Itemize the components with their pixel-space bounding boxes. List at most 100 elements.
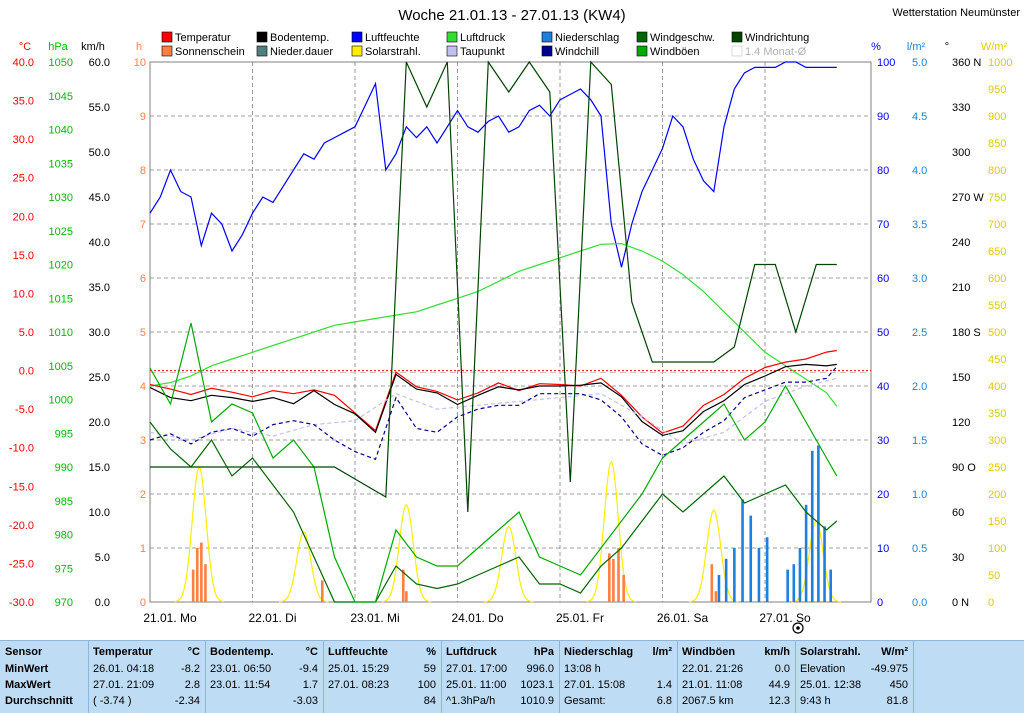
stats-row-value: 59 [423, 663, 436, 675]
stats-row: 2067.5 km 12.3 [682, 695, 790, 711]
series-bodentemp. [149, 363, 837, 437]
axis-tick-wind: 0.0 [95, 597, 110, 609]
axis-tick-wind: 40.0 [89, 237, 110, 249]
stats-column: Solarstrahl. W/m² Elevation -49.975 25.01. 1… [795, 641, 914, 713]
axis-tick-humidity: 100 [877, 57, 895, 69]
stats-row-label: Gesamt: [564, 695, 606, 707]
axis-tick-wind: 35.0 [89, 282, 110, 294]
stats-row: 23.01. 11:54 1.7 [210, 679, 318, 695]
axis-tick-temp: 40.0 [13, 57, 34, 69]
stats-row: MinWert [5, 663, 83, 679]
legend-swatch [541, 45, 553, 57]
axis-tick-pressure: 980 [55, 530, 73, 542]
bar-sonnenschein [608, 553, 611, 602]
axis-tick-hours: 4 [140, 381, 146, 393]
grid [150, 62, 871, 602]
stats-column: Temperatur °C 26.01. 04:18 -8.2 27.01. 21:09… [88, 641, 206, 713]
legend-label: Windgeschw. [650, 32, 715, 44]
stats-row-label: 9:43 h [800, 695, 831, 707]
stats-row-label: 23.01. 11:54 [210, 679, 271, 691]
axis-tick-rain: 0.0 [912, 597, 927, 609]
axis-tick-solar: 900 [988, 111, 1006, 123]
stats-column: Sensor MinWert MaxWert Durchschnitt [0, 641, 89, 713]
bar-niederschlag [724, 558, 728, 602]
cursor-icon[interactable] [792, 622, 804, 634]
stats-row: 22.01. 21:26 0.0 [682, 663, 790, 679]
axis-tick-temp: -10.0 [9, 443, 34, 455]
legend-swatch [161, 45, 173, 57]
stats-column-header: Luftdruck hPa [446, 646, 554, 662]
axis-tick-temp: 20.0 [13, 211, 34, 223]
axis-tick-solar: 250 [988, 462, 1006, 474]
stats-row-label: 27.01. 21:09 [93, 679, 155, 691]
x-axis-label: 26.01. Sa [657, 611, 709, 625]
axis-tick-solar: 400 [988, 381, 1006, 393]
stats-row-label: 22.01. 21:26 [682, 663, 744, 675]
axis-tick-wind: 55.0 [89, 102, 110, 114]
axis-tick-hours: 8 [140, 165, 146, 177]
axis-tick-humidity: 40 [877, 381, 889, 393]
stats-row: 23.01. 06:50 -9.4 [210, 663, 318, 679]
stats-row-value: -3.03 [292, 695, 318, 707]
legend-label: Luftfeuchte [365, 32, 419, 44]
legend-label: Solarstrahl. [365, 46, 421, 58]
legend-label: Temperatur [175, 32, 231, 44]
axis-tick-temp: 0.0 [19, 366, 34, 378]
axis-tick-solar: 950 [988, 84, 1006, 96]
stats-column-header: Windböen km/h [682, 646, 790, 662]
legend-label: Taupunkt [460, 46, 505, 58]
axis-tick-pressure: 1015 [49, 293, 73, 305]
axis-tick-temp: -5.0 [15, 404, 34, 416]
stats-row-value: -9.4 [299, 663, 318, 675]
stats-header-label: Niederschlag [564, 646, 634, 658]
axis-tick-hours: 5 [140, 327, 146, 339]
axis-tick-hours: 7 [140, 219, 146, 231]
stats-column-header: Temperatur °C [93, 646, 200, 662]
stats-header-unit: l/m² [652, 646, 672, 658]
axis-tick-solar: 0 [988, 597, 994, 609]
axis-tick-pressure: 1045 [49, 91, 73, 103]
axis-tick-solar: 850 [988, 138, 1006, 150]
stats-row-label: 25.01. 11:00 [446, 679, 507, 691]
stats-row: 13:08 h [564, 663, 672, 679]
legend-swatch [351, 31, 363, 43]
series-windböen [149, 322, 838, 603]
axis-tick-direction: 30 [952, 552, 964, 564]
legend-swatch [731, 45, 743, 57]
legend-swatch [636, 31, 648, 43]
solar-curve [586, 460, 636, 603]
stats-row-label: 2067.5 km [682, 695, 734, 707]
line-series [149, 60, 838, 603]
stats-row: 9:43 h 81.8 [800, 695, 908, 711]
legend-label: 1.4 Monat-Ø [745, 46, 807, 58]
stats-row-value: 1023.1 [520, 679, 554, 691]
axis-tick-solar: 550 [988, 300, 1006, 312]
stats-row: 25.01. 15:29 59 [328, 663, 436, 679]
legend-label: Nieder.dauer [270, 46, 333, 58]
stats-row-label: Elevation [800, 663, 846, 675]
axis-tick-solar: 450 [988, 354, 1006, 366]
bar-niederschlag [765, 537, 769, 602]
axis-tick-humidity: 20 [877, 489, 889, 501]
stats-row: 21.01. 11:08 44.9 [682, 679, 790, 695]
bar-niederschlag [733, 548, 736, 602]
axis-tick-pressure: 975 [55, 563, 73, 575]
axis-tick-pressure: 985 [55, 496, 73, 508]
x-axis-label: 23.01. Mi [350, 611, 399, 625]
axis-tick-pressure: 970 [55, 597, 73, 609]
axis-tick-pressure: 1035 [49, 158, 73, 170]
series-windchill [149, 366, 838, 461]
bar-sonnenschein [191, 569, 195, 602]
stats-column-header: Sensor [5, 646, 83, 662]
stats-header-label: Solarstrahl. [800, 646, 861, 658]
axis-tick-solar: 750 [988, 192, 1006, 204]
stats-row-label: 21.01. 11:08 [682, 679, 743, 691]
stats-row-label: 27.01. 15:08 [564, 679, 626, 691]
bar-niederschlag [804, 504, 808, 602]
stats-row-value: 0.0 [774, 663, 790, 675]
axis-tick-temp: 15.0 [13, 250, 34, 262]
legend-label: Windrichtung [745, 32, 809, 44]
stats-row: MaxWert [5, 679, 83, 695]
axis-unit-rain: l/m² [907, 41, 926, 53]
legend: Temperatur Sonnenschein Bodentemp. Nieder.d… [161, 31, 809, 58]
